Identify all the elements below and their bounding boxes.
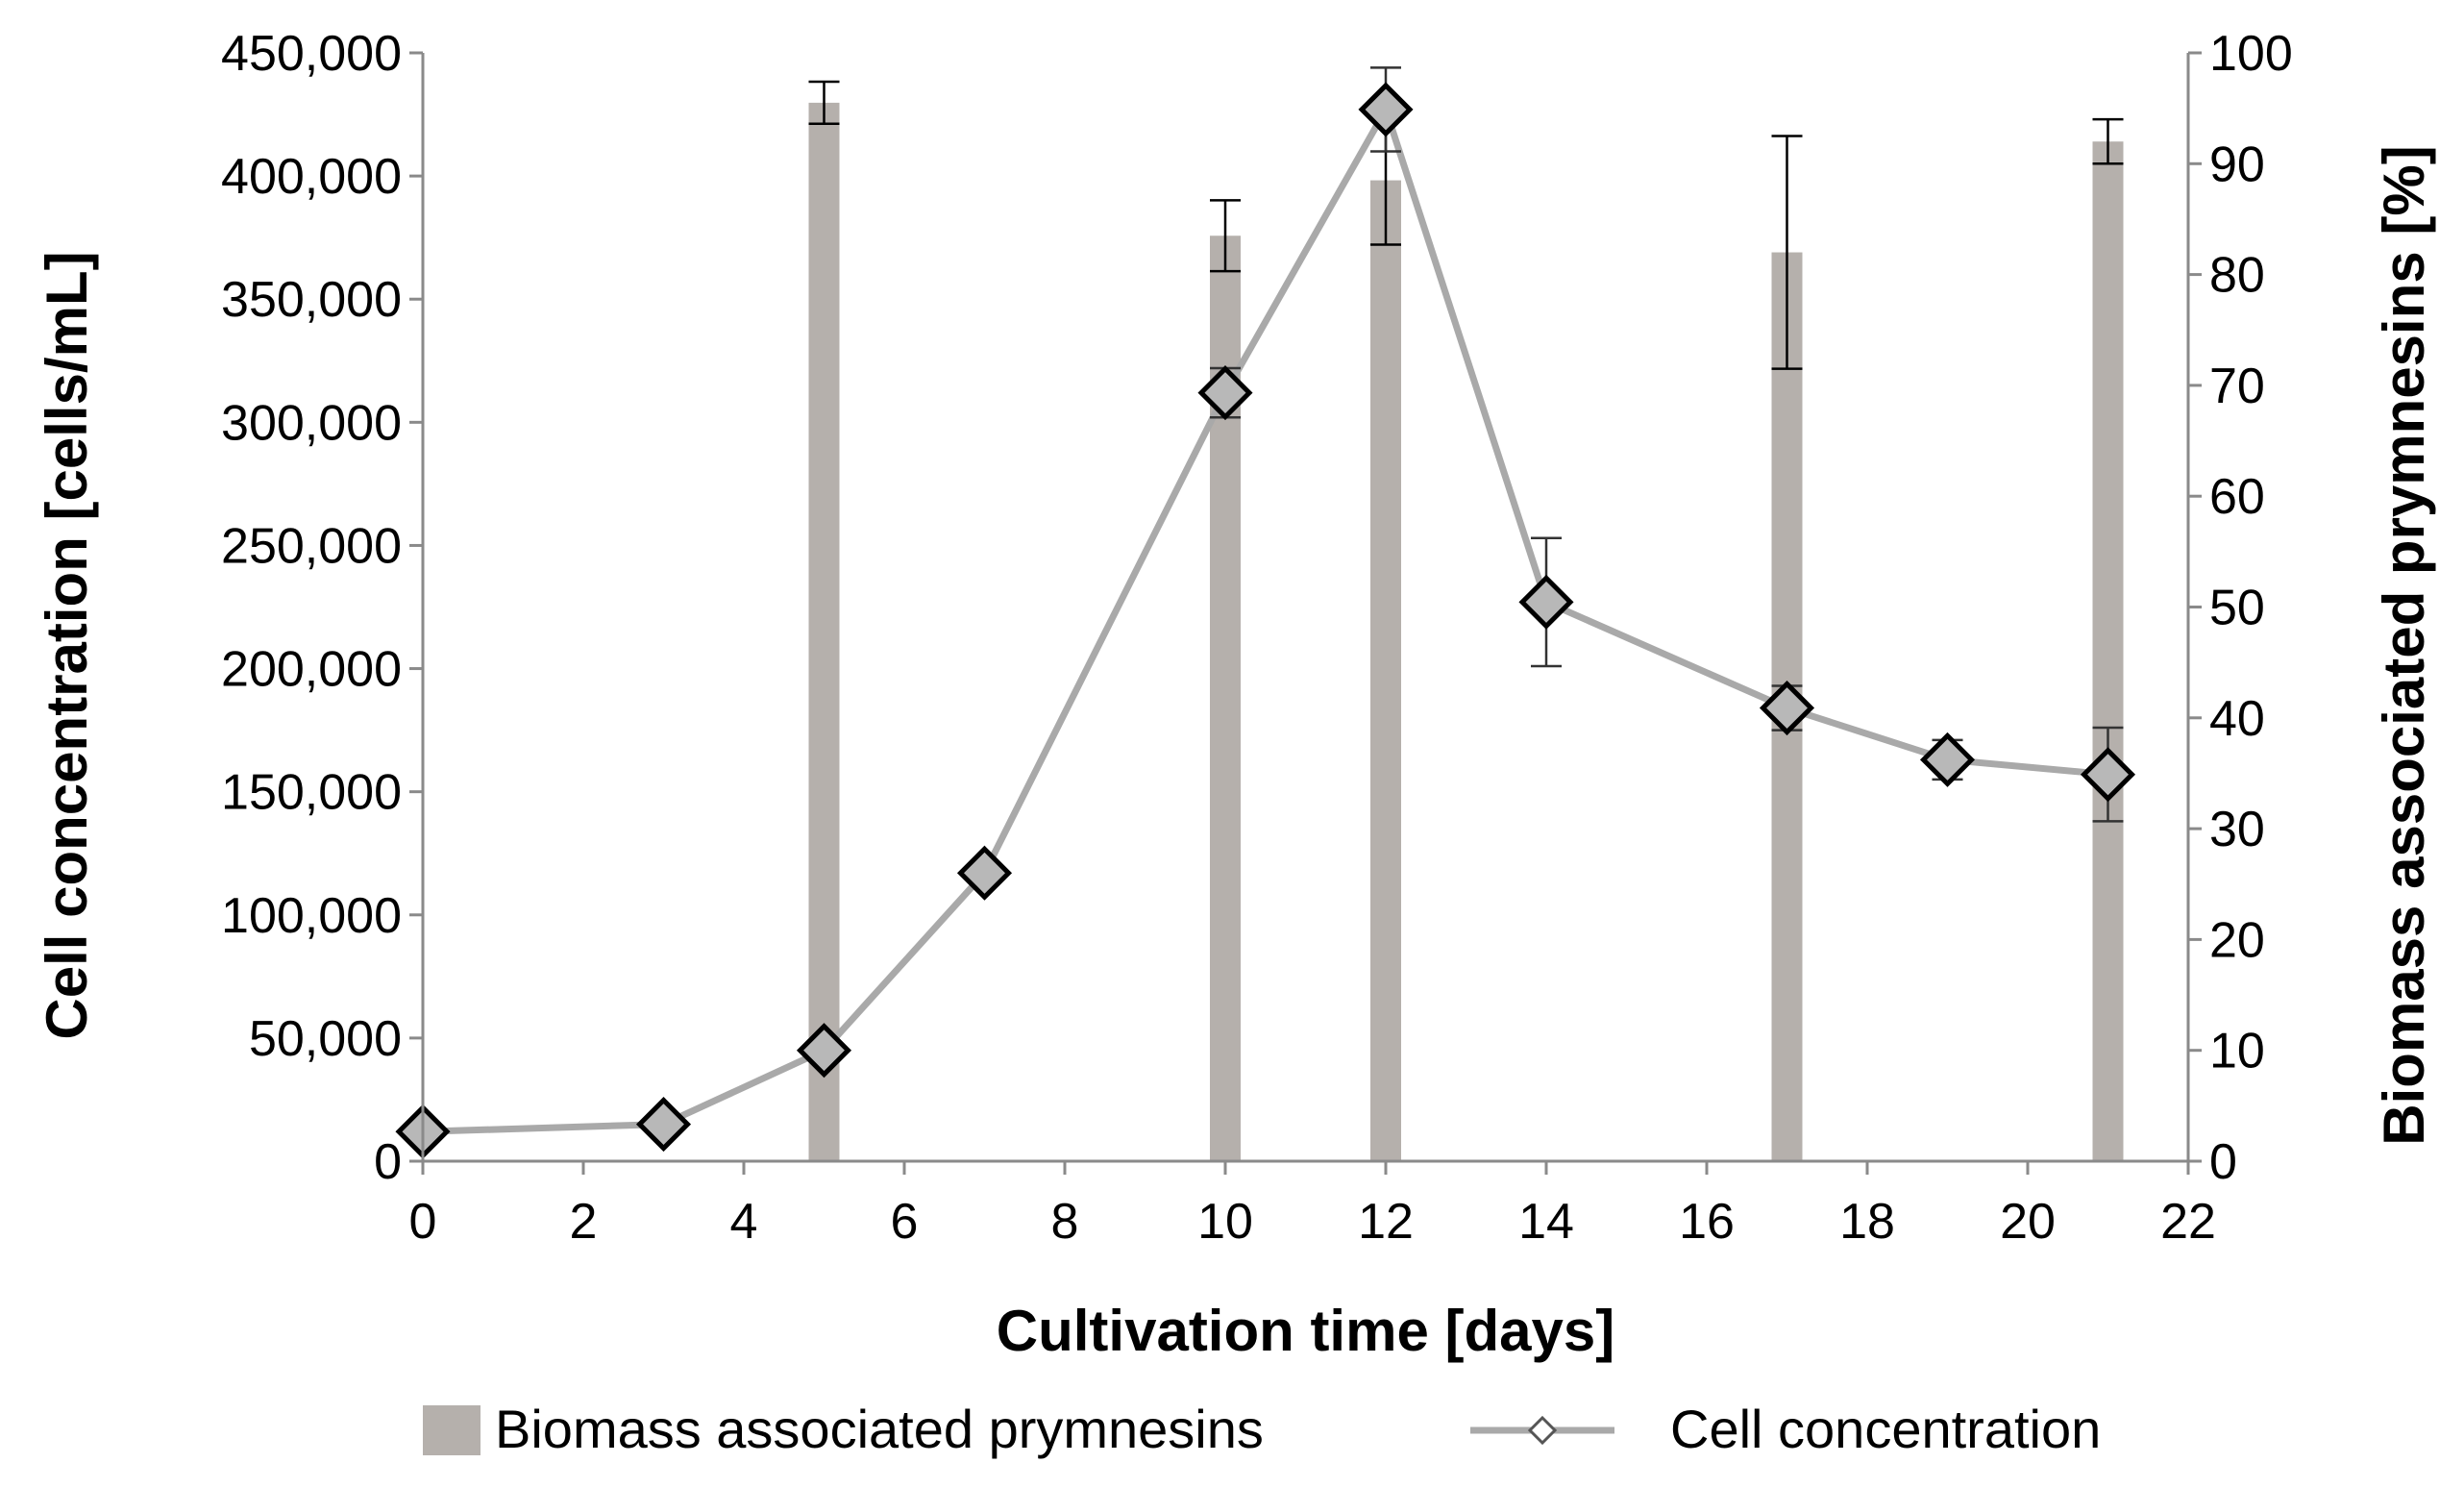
x-tick-label: 16 <box>1679 1194 1735 1250</box>
x-tick-label: 12 <box>1358 1194 1414 1250</box>
x-tick-label: 18 <box>1839 1194 1895 1250</box>
y-axis-left-title: Cell concentration [cells/mL] <box>35 251 99 1039</box>
cell-concentration-marker <box>1919 732 1976 787</box>
cell-concentration-marker <box>1759 681 1815 736</box>
y-right-tick-label: 40 <box>2209 691 2265 747</box>
y-right-tick-label: 90 <box>2209 136 2265 192</box>
y-right-tick-label: 60 <box>2209 469 2265 525</box>
y-left-tick-label: 350,000 <box>221 272 402 328</box>
x-tick-label: 2 <box>570 1194 598 1250</box>
cell-concentration-marker <box>1518 574 1574 630</box>
bar <box>1370 180 1401 1162</box>
bar <box>808 102 840 1161</box>
y-right-tick-label: 20 <box>2209 912 2265 968</box>
cell-concentration-marker <box>2080 747 2136 803</box>
y-left-tick-label: 0 <box>374 1134 402 1190</box>
y-left-tick-label: 300,000 <box>221 395 402 451</box>
bar <box>2092 141 2124 1162</box>
y-right-tick-label: 30 <box>2209 802 2265 857</box>
legend-line-label: Cell concentration <box>1670 1399 2101 1459</box>
x-tick-label: 10 <box>1197 1194 1253 1250</box>
x-axis-title: Cultivation time [days] <box>997 1299 1614 1363</box>
legend-bar-swatch <box>423 1405 480 1455</box>
cell-concentration-marker <box>635 1097 692 1153</box>
x-tick-label: 20 <box>2000 1194 2056 1250</box>
legend: Biomass associated prymnesins Cell conce… <box>423 1399 2101 1459</box>
y-right-tick-label: 10 <box>2209 1024 2265 1079</box>
legend-bar-label: Biomass associated prymnesins <box>495 1399 1264 1459</box>
x-tick-label: 6 <box>891 1194 919 1250</box>
cell-concentration-marker <box>956 845 1013 901</box>
cell-concentration-line <box>422 106 2108 1135</box>
y-right-tick-label: 50 <box>2209 581 2265 636</box>
cell-concentration-marker <box>796 1023 852 1079</box>
legend-line-marker <box>1527 1415 1558 1446</box>
x-tick-label: 4 <box>730 1194 758 1250</box>
y-left-tick-label: 450,000 <box>221 26 402 82</box>
x-tick-label: 22 <box>2160 1194 2216 1250</box>
y-right-tick-label: 100 <box>2209 26 2293 82</box>
cell-concentration-marker <box>1197 365 1253 421</box>
y-right-tick-label: 0 <box>2209 1134 2237 1190</box>
x-tick-label: 14 <box>1518 1194 1574 1250</box>
y-right-tick-label: 70 <box>2209 359 2265 414</box>
y-right-tick-label: 80 <box>2209 248 2265 304</box>
cell-concentration-marker <box>1358 82 1414 137</box>
y-left-tick-label: 50,000 <box>249 1011 402 1067</box>
y-left-tick-label: 100,000 <box>221 888 402 944</box>
y-left-tick-label: 250,000 <box>221 518 402 574</box>
y-left-tick-label: 400,000 <box>221 149 402 205</box>
x-tick-label: 8 <box>1051 1194 1079 1250</box>
y-axis-right-title: Biomass associated prymnesins [%] <box>2372 145 2436 1145</box>
y-left-tick-label: 150,000 <box>221 765 402 821</box>
x-tick-label: 0 <box>409 1194 437 1250</box>
y-left-tick-label: 200,000 <box>221 642 402 698</box>
